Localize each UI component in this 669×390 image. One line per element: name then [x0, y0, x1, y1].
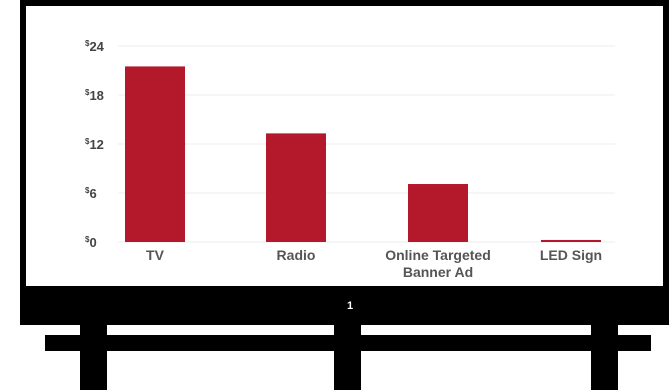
- billboard-leg-right: [591, 318, 618, 390]
- y-tick-currency: $: [85, 39, 90, 48]
- y-tick-currency: $: [85, 186, 90, 195]
- bar-radio: [266, 133, 326, 242]
- billboard-base-strip: [20, 286, 669, 325]
- y-tick-value: 18: [89, 88, 103, 103]
- x-tick-label-line: LED Sign: [540, 247, 602, 263]
- y-tick-value: 6: [89, 186, 96, 201]
- page-number: 1: [347, 300, 353, 312]
- y-tick-label: $0: [85, 235, 97, 250]
- y-axis: $0$6$12$18$24: [85, 39, 105, 250]
- bars: [125, 66, 601, 243]
- billboard-leg-center: [334, 318, 361, 390]
- y-tick-currency: $: [85, 137, 90, 146]
- y-tick-currency: $: [85, 235, 90, 244]
- billboard-leg-left: [80, 318, 107, 390]
- chart-panel: [26, 6, 663, 286]
- x-tick-label-line: TV: [146, 247, 165, 263]
- billboard-crossbar: [45, 335, 651, 351]
- gridlines: [118, 45, 615, 243]
- bar-led-sign: [541, 239, 601, 242]
- y-tick-value: 24: [89, 39, 104, 54]
- y-tick-value: 12: [89, 137, 103, 152]
- y-tick-value: 0: [89, 235, 96, 250]
- x-tick-label-line: Online Targeted: [385, 247, 491, 263]
- y-tick-label: $12: [85, 137, 104, 152]
- bar-online-targeted-banner-ad: [408, 184, 468, 242]
- y-tick-label: $6: [85, 186, 97, 201]
- bar-chart: $0$6$12$18$24 TV Radio Online Targeted Bann…: [85, 39, 615, 280]
- y-tick-label: $18: [85, 88, 104, 103]
- y-tick-currency: $: [85, 88, 90, 97]
- y-tick-label: $24: [85, 39, 105, 54]
- x-tick-label: TV: [146, 247, 165, 263]
- x-tick-label-line: Banner Ad: [403, 264, 473, 280]
- x-tick-label-line: Radio: [277, 247, 316, 263]
- x-axis: TV Radio Online Targeted Banner Ad LED Sign: [146, 247, 602, 280]
- x-tick-label: LED Sign: [540, 247, 602, 263]
- x-tick-label: Radio: [277, 247, 316, 263]
- bar-tv: [125, 66, 185, 243]
- x-tick-label: Online Targeted Banner Ad: [385, 247, 491, 280]
